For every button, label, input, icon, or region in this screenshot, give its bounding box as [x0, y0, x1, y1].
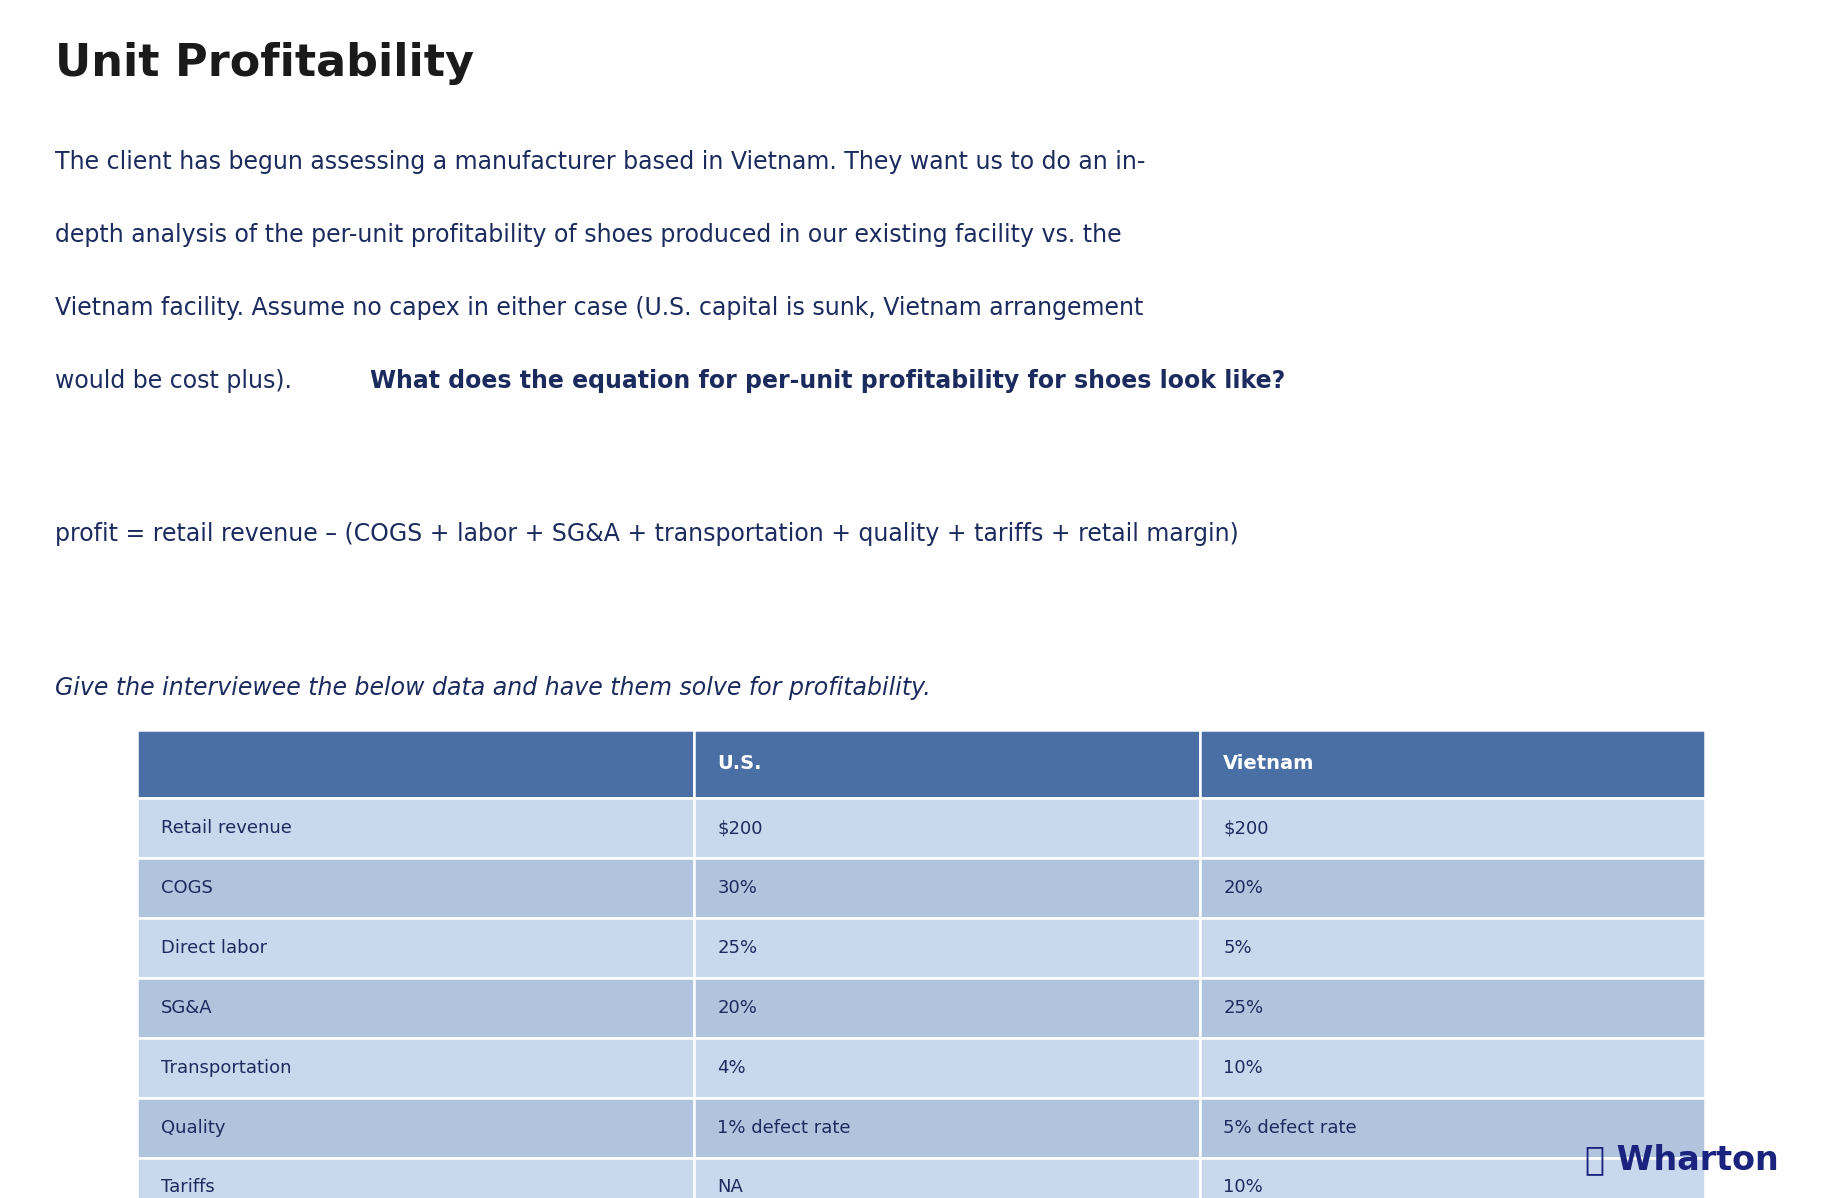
Text: Quality: Quality — [160, 1119, 224, 1137]
Bar — [137, 858, 693, 918]
Text: Tariffs: Tariffs — [160, 1179, 213, 1197]
Text: Retail revenue: Retail revenue — [160, 819, 292, 837]
Text: SG&A: SG&A — [160, 999, 211, 1017]
Bar — [137, 798, 693, 858]
Bar — [1200, 858, 1705, 918]
Text: Vietnam facility. Assume no capex in either case (U.S. capital is sunk, Vietnam : Vietnam facility. Assume no capex in eit… — [55, 296, 1143, 320]
Text: 1% defect rate: 1% defect rate — [716, 1119, 850, 1137]
Text: Vietnam: Vietnam — [1223, 755, 1314, 774]
Bar — [1200, 1097, 1705, 1157]
Bar — [693, 918, 1200, 978]
Bar — [137, 730, 693, 798]
Text: Give the interviewee the below data and have them solve for profitability.: Give the interviewee the below data and … — [55, 676, 930, 700]
Text: profit = retail revenue – (COGS + labor + SG&A + transportation + quality + tari: profit = retail revenue – (COGS + labor … — [55, 522, 1238, 546]
Bar — [137, 978, 693, 1037]
Text: Ⓜ Wharton: Ⓜ Wharton — [1584, 1143, 1777, 1176]
Text: NA: NA — [716, 1179, 742, 1197]
Bar — [693, 978, 1200, 1037]
Text: 4%: 4% — [716, 1059, 746, 1077]
Text: 10%: 10% — [1223, 1059, 1262, 1077]
Text: 30%: 30% — [716, 879, 757, 897]
Text: Transportation: Transportation — [160, 1059, 292, 1077]
Bar — [693, 1037, 1200, 1097]
Bar — [1200, 1037, 1705, 1097]
Bar — [693, 858, 1200, 918]
Text: $200: $200 — [716, 819, 762, 837]
Text: Unit Profitability: Unit Profitability — [55, 42, 474, 85]
Text: 25%: 25% — [716, 939, 757, 957]
Bar — [137, 918, 693, 978]
Bar — [1200, 918, 1705, 978]
Text: The client has begun assessing a manufacturer based in Vietnam. They want us to : The client has begun assessing a manufac… — [55, 150, 1145, 174]
Text: U.S.: U.S. — [716, 755, 762, 774]
Bar — [137, 1097, 693, 1157]
Text: 20%: 20% — [716, 999, 757, 1017]
Text: What does the equation for per-unit profitability for shoes look like?: What does the equation for per-unit prof… — [370, 369, 1285, 393]
Bar — [693, 1097, 1200, 1157]
Text: 25%: 25% — [1223, 999, 1263, 1017]
Bar — [1200, 730, 1705, 798]
Bar — [137, 1037, 693, 1097]
Bar — [137, 1157, 693, 1198]
Text: COGS: COGS — [160, 879, 211, 897]
Bar — [1200, 798, 1705, 858]
Bar — [693, 1157, 1200, 1198]
Text: 5%: 5% — [1223, 939, 1251, 957]
Bar — [693, 730, 1200, 798]
Text: $200: $200 — [1223, 819, 1269, 837]
Text: Direct labor: Direct labor — [160, 939, 266, 957]
Text: 20%: 20% — [1223, 879, 1263, 897]
Text: would be cost plus).: would be cost plus). — [55, 369, 299, 393]
Text: 5% defect rate: 5% defect rate — [1223, 1119, 1356, 1137]
Text: 10%: 10% — [1223, 1179, 1262, 1197]
Bar — [1200, 1157, 1705, 1198]
Bar — [693, 798, 1200, 858]
Text: depth analysis of the per-unit profitability of shoes produced in our existing f: depth analysis of the per-unit profitabi… — [55, 223, 1121, 247]
Bar — [1200, 978, 1705, 1037]
